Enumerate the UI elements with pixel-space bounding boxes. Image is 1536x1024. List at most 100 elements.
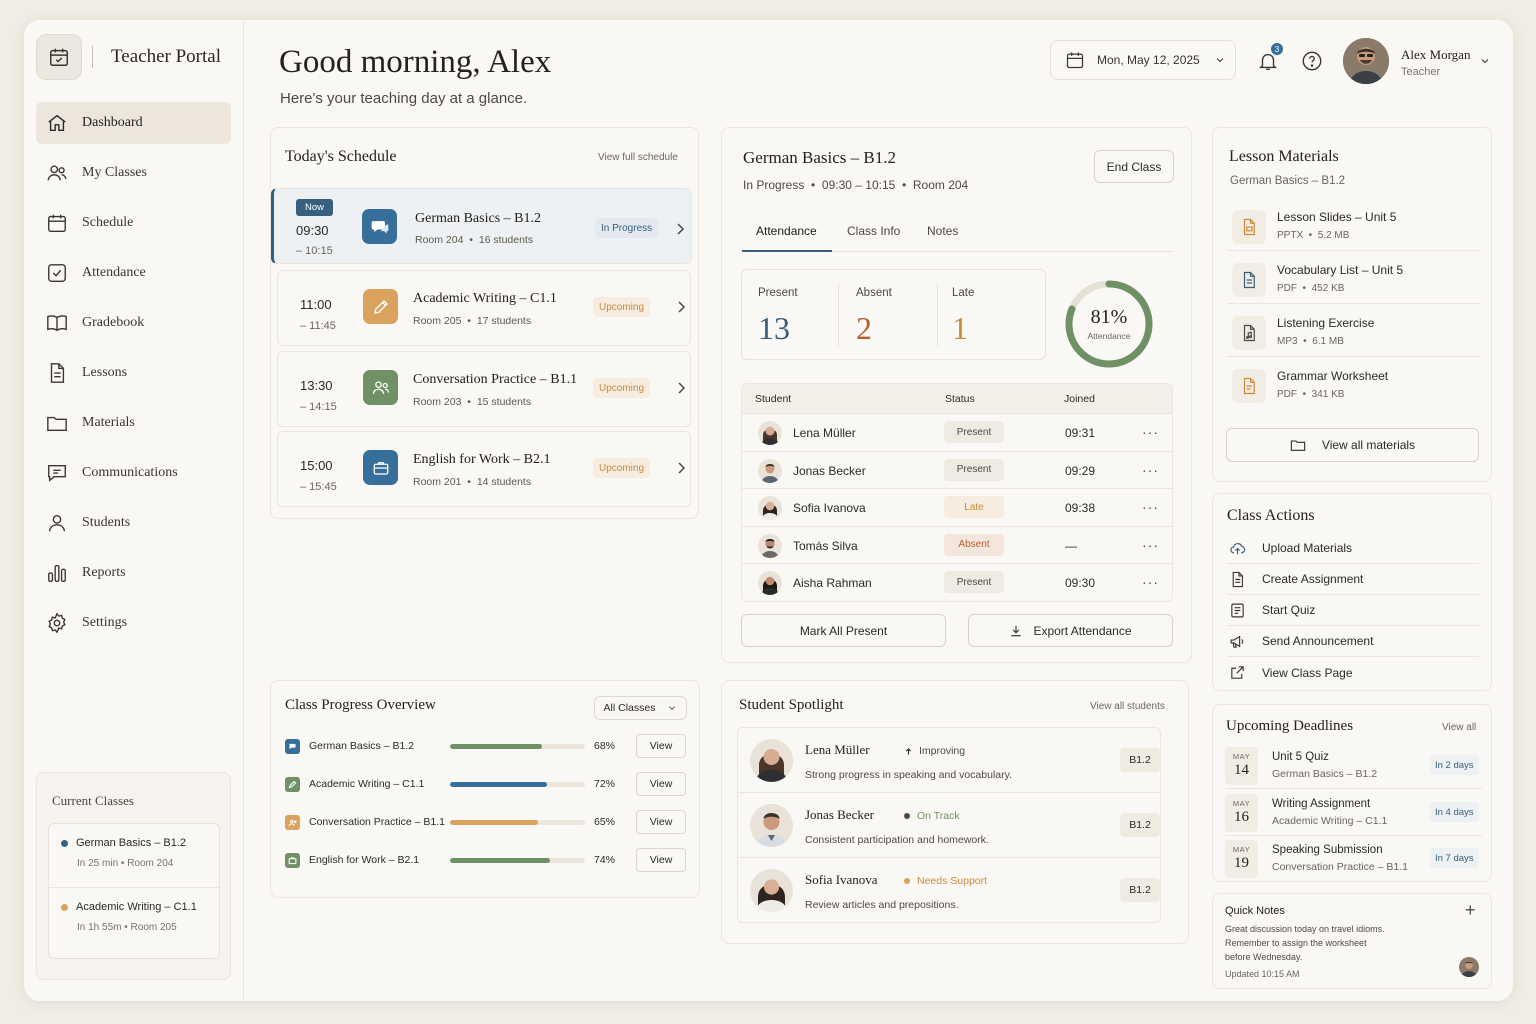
bell-icon — [1259, 53, 1277, 70]
spotlight-item[interactable]: Sofia Ivanova Needs Support Review artic… — [738, 858, 1160, 922]
date-picker[interactable]: Mon, May 12, 2025 — [1050, 40, 1236, 80]
arrow-up-icon — [905, 747, 912, 754]
tab-attendance[interactable]: Attendance — [742, 224, 832, 252]
spotlight-student-name: Sofia Ivanova — [805, 872, 878, 887]
user-avatar[interactable] — [1343, 38, 1389, 84]
material-item[interactable]: Vocabulary List – Unit 5 PDF • 452 KB — [1227, 251, 1480, 304]
tab-class-info[interactable]: Class Info — [847, 224, 901, 238]
action-send-announcement[interactable]: Send Announcement — [1227, 626, 1479, 657]
spotlight-title: Student Spotlight — [739, 697, 844, 713]
student-name: Lena Müller — [793, 426, 856, 440]
chevron-down-icon[interactable] — [1479, 55, 1491, 67]
action-view-class-page[interactable]: View Class Page — [1227, 657, 1479, 688]
tab-notes[interactable]: Notes — [927, 224, 959, 238]
schedule-class-name: Academic Writing – C1.1 — [413, 291, 557, 306]
table-row[interactable]: Aisha Rahman Present 09:30 ··· — [742, 563, 1172, 601]
sidebar-item-my-classes[interactable]: My Classes — [36, 152, 231, 194]
view-all-materials-button[interactable]: View all materials — [1226, 428, 1479, 462]
more-options-icon[interactable]: ··· — [1142, 461, 1159, 478]
notifications-button[interactable]: 3 — [1256, 43, 1283, 74]
audio-file-icon — [1232, 316, 1266, 350]
action-create-assignment[interactable]: Create Assignment — [1227, 564, 1479, 595]
spotlight-item[interactable]: Jonas Becker On Track Consistent partici… — [738, 793, 1160, 858]
progress-view-button[interactable]: View — [636, 772, 686, 796]
schedule-item[interactable]: Now 09:30 – 10:15 German Basics – B1.2 R… — [271, 188, 692, 264]
dot-icon — [904, 878, 910, 884]
schedule-item[interactable]: 11:00 – 11:45 Academic Writing – C1.1 Ro… — [277, 270, 691, 346]
current-class-item[interactable]: German Basics – B1.2 In 25 min • Room 20… — [49, 824, 219, 888]
material-item[interactable]: Lesson Slides – Unit 5 PPTX • 5.2 MB — [1227, 198, 1480, 251]
schedule-item[interactable]: 13:30 – 14:15 Conversation Practice – B1… — [277, 351, 691, 427]
sidebar: Teacher Portal Dashboard My Classes Sche… — [24, 20, 244, 1001]
sidebar-item-students[interactable]: Students — [36, 502, 231, 544]
view-full-schedule-link[interactable]: View full schedule — [598, 152, 678, 163]
sidebar-item-communications[interactable]: Communications — [36, 452, 231, 494]
student-name: Jonas Becker — [793, 463, 866, 478]
current-class-item[interactable]: Academic Writing – C1.1 In 1h 55m • Room… — [49, 888, 219, 958]
divider — [937, 284, 938, 346]
progress-view-button[interactable]: View — [636, 734, 686, 758]
material-item[interactable]: Grammar Worksheet PDF • 341 KB — [1227, 357, 1480, 410]
note-text: Great discussion today on travel idioms.… — [1225, 924, 1385, 962]
late-count: 1 — [952, 310, 968, 346]
view-all-deadlines-link[interactable]: View all — [1442, 722, 1477, 733]
level-badge: B1.2 — [1120, 748, 1160, 772]
table-row[interactable]: Tomás Silva Absent — ··· — [742, 525, 1172, 564]
class-actions-card: Class Actions Upload Materials Create As… — [1212, 493, 1492, 691]
calendar-logo-icon[interactable] — [36, 34, 82, 80]
progress-view-button[interactable]: View — [636, 810, 686, 834]
view-all-students-link[interactable]: View all students — [1090, 701, 1165, 712]
class-filter-dropdown[interactable]: All Classes — [594, 696, 687, 720]
pencil-icon — [363, 289, 398, 324]
spotlight-desc: Review articles and prepositions. — [805, 899, 959, 911]
sidebar-item-settings[interactable]: Settings — [36, 602, 231, 644]
avatar — [758, 571, 782, 596]
table-row[interactable]: Jonas Becker Present 09:29 ··· — [742, 450, 1172, 489]
spotlight-item[interactable]: Lena Müller Improving Strong progress in… — [738, 728, 1160, 793]
sidebar-item-lessons[interactable]: Lessons — [36, 352, 231, 394]
sidebar-item-dashboard[interactable]: Dashboard — [36, 102, 231, 144]
schedule-item[interactable]: 15:00 – 15:45 English for Work – B2.1 Ro… — [277, 431, 691, 507]
export-attendance-button[interactable]: Export Attendance — [968, 614, 1173, 647]
deadline-item[interactable]: MAY 14 Unit 5 Quiz German Basics – B1.2 I… — [1225, 743, 1482, 789]
material-name: Lesson Slides – Unit 5 — [1277, 210, 1397, 224]
progress-row: Academic Writing – C1.1 72% View — [285, 772, 687, 798]
progress-view-button[interactable]: View — [636, 848, 686, 872]
sidebar-item-gradebook[interactable]: Gradebook — [36, 302, 231, 344]
action-upload-materials[interactable]: Upload Materials — [1227, 533, 1479, 564]
more-options-icon[interactable]: ··· — [1142, 499, 1159, 516]
schedule-class-name: English for Work – B2.1 — [413, 452, 551, 467]
sidebar-item-materials[interactable]: Materials — [36, 402, 231, 444]
student-name: Sofia Ivanova — [793, 501, 866, 516]
attendance-stats: Present 13 Absent 2 Late 1 — [741, 269, 1046, 360]
progress-row: Conversation Practice – B1.1 65% View — [285, 810, 687, 836]
action-start-quiz[interactable]: Start Quiz — [1227, 595, 1479, 626]
progress-title: Class Progress Overview — [285, 697, 436, 713]
notification-badge: 3 — [1271, 43, 1283, 55]
sidebar-item-attendance[interactable]: Attendance — [36, 252, 231, 294]
sidebar-item-reports[interactable]: Reports — [36, 552, 231, 594]
schedule-start: 11:00 — [300, 297, 332, 312]
cloud-upload-icon — [1230, 542, 1246, 554]
deadline-due-badge: In 7 days — [1430, 848, 1479, 868]
joined-time: 09:31 — [1065, 426, 1096, 440]
student-name: Aisha Rahman — [793, 576, 872, 591]
avatar — [758, 421, 782, 445]
table-row[interactable]: Sofia Ivanova Late 09:38 ··· — [742, 488, 1172, 526]
more-options-icon[interactable]: ··· — [1142, 424, 1159, 440]
add-note-button[interactable]: + — [1465, 900, 1476, 920]
deadline-item[interactable]: MAY 19 Speaking Submission Conversation P… — [1225, 836, 1482, 882]
more-options-icon[interactable]: ··· — [1142, 536, 1159, 553]
end-class-button[interactable]: End Class — [1094, 150, 1174, 183]
progress-percent: 65% — [594, 816, 616, 828]
table-row[interactable]: Lena Müller Present 09:31 ··· — [742, 413, 1172, 451]
help-button[interactable] — [1300, 49, 1324, 73]
progress-bar — [450, 820, 585, 825]
spotlight-tag: Improving — [904, 745, 965, 757]
sidebar-item-schedule[interactable]: Schedule — [36, 202, 231, 244]
attendance-percent: 81% — [1090, 306, 1128, 328]
material-item[interactable]: Listening Exercise MP3 • 6.1 MB — [1227, 304, 1480, 357]
more-options-icon[interactable]: ··· — [1142, 574, 1159, 591]
mark-all-present-button[interactable]: Mark All Present — [741, 614, 946, 647]
deadline-item[interactable]: MAY 16 Writing Assignment Academic Writin… — [1225, 790, 1482, 836]
